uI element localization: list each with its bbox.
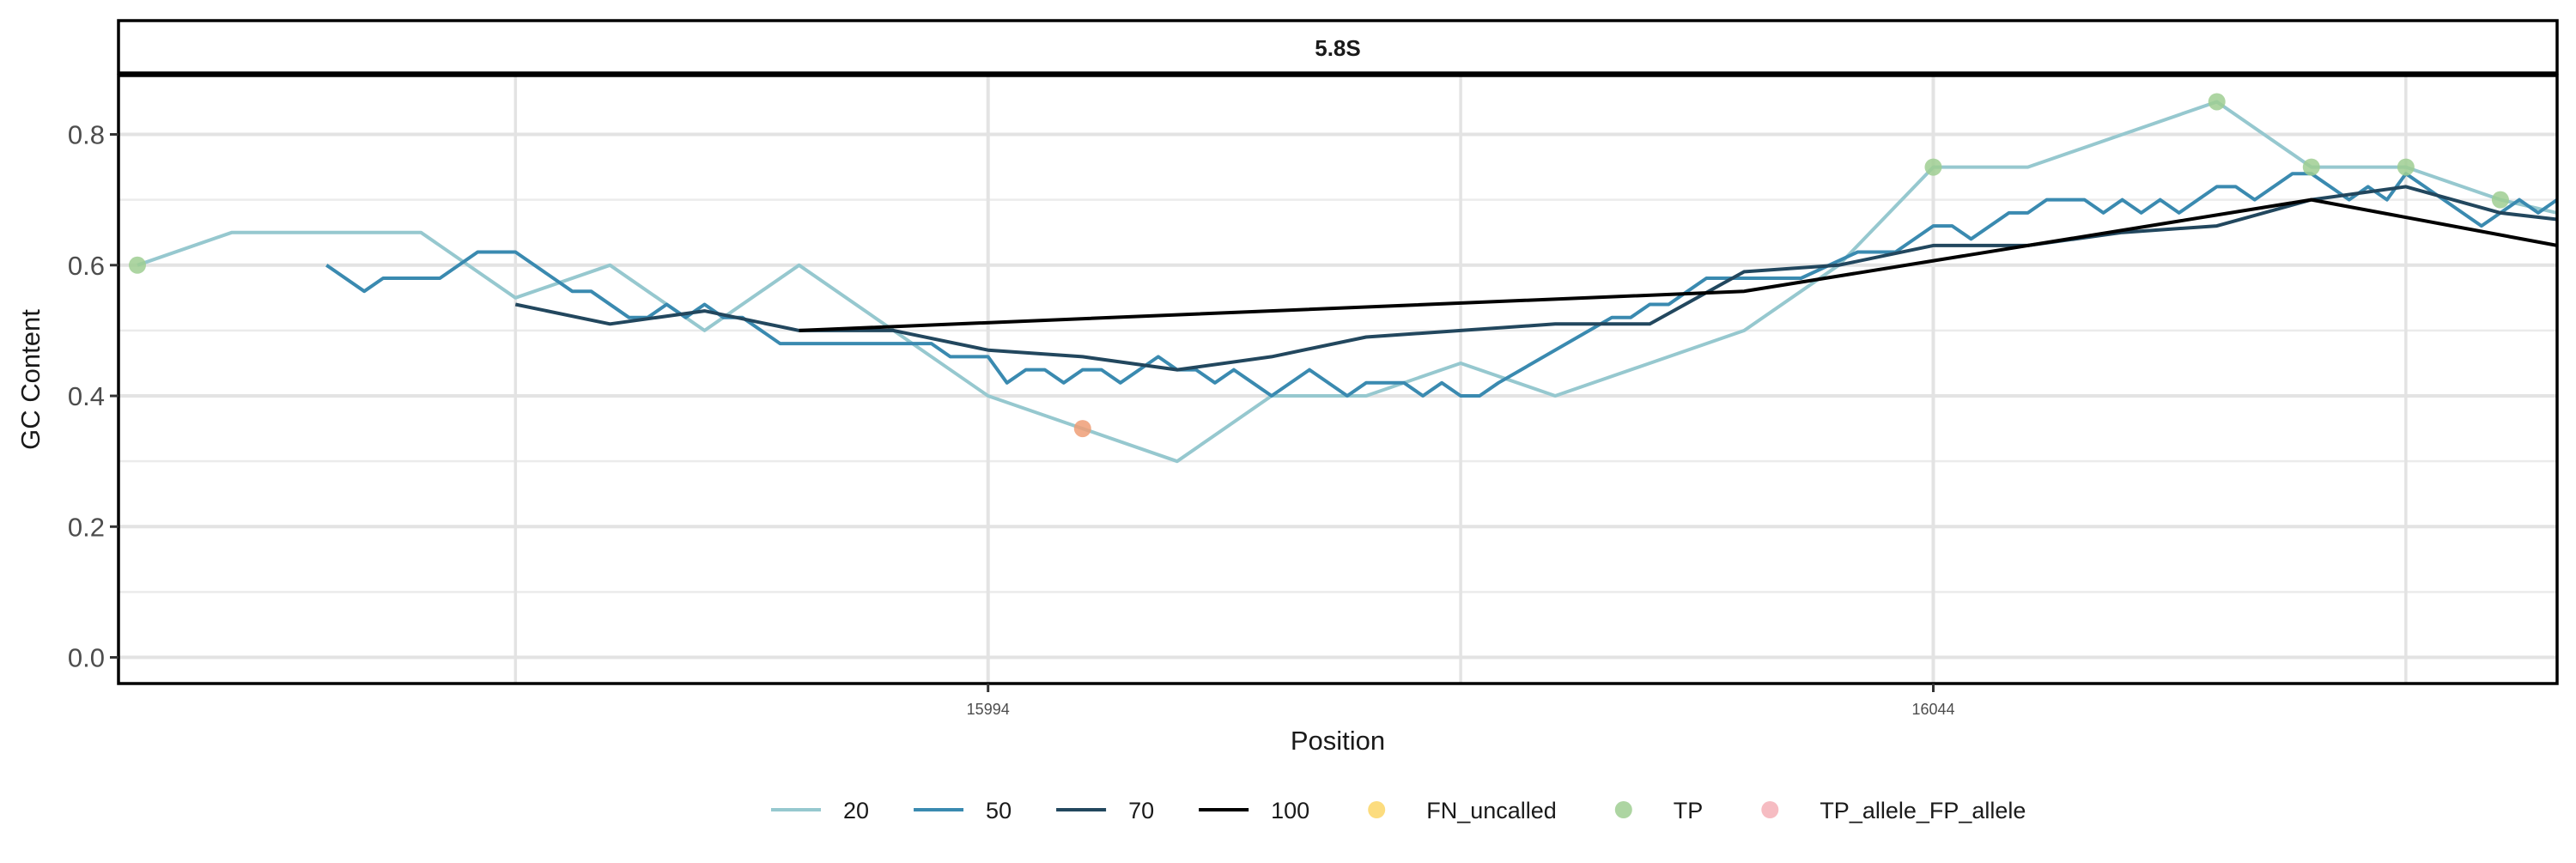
legend-item-70: 70 (1056, 798, 1154, 823)
x-tick-label: 15994 (967, 701, 1010, 718)
y-tick-label: 0.4 (68, 381, 105, 411)
y-tick-label: 0.8 (68, 120, 105, 150)
series-line-70 (514, 185, 2558, 372)
legend-label: 20 (843, 798, 869, 823)
legend-item-20: 20 (771, 798, 869, 823)
x-axis-title: Position (1291, 726, 1385, 756)
legend-label: 100 (1271, 798, 1309, 823)
legend-key-point (1761, 801, 1779, 818)
legend-item-FN_uncalled: FN_uncalled (1368, 798, 1557, 823)
point-TP (129, 256, 147, 274)
y-axis-title: GC Content (15, 309, 46, 450)
facet-strip (117, 19, 2559, 75)
x-tick-label: 16044 (1911, 701, 1954, 718)
series-line-100 (799, 198, 2558, 332)
point-variant (1073, 420, 1091, 438)
plot-panel-border (117, 74, 2559, 685)
y-axis: 0.0 0.2 0.4 0.6 0.8 (68, 120, 118, 673)
y-tick-label: 0.0 (68, 643, 105, 673)
y-tick-label: 0.2 (68, 512, 105, 542)
legend-label: TP_allele_FP_allele (1820, 798, 2026, 823)
points-layer (129, 93, 2509, 438)
x-axis: 15994 16044 (967, 684, 1955, 718)
point-TP (2491, 191, 2509, 209)
y-tick-label: 0.6 (68, 251, 105, 281)
legend-item-100: 100 (1199, 798, 1309, 823)
legend-key-point (1368, 801, 1386, 818)
point-TP (1924, 158, 1942, 176)
legend: 20 50 70 100 FN_uncalled TP TP_allele_FP_allel… (771, 798, 2026, 823)
legend-item-50: 50 (914, 798, 1012, 823)
legend-label: TP (1674, 798, 1704, 823)
facet-label: 5.8S (1315, 35, 1361, 61)
series-layer (137, 100, 2559, 464)
point-TP (2397, 158, 2415, 176)
legend-label: 50 (986, 798, 1012, 823)
point-TP (2302, 158, 2320, 176)
legend-item-TP: TP (1614, 798, 1704, 823)
plot-panel-background (118, 76, 2557, 684)
legend-key-point (1614, 801, 1632, 818)
legend-item-TP_allele_FP_allele: TP_allele_FP_allele (1761, 798, 2026, 823)
legend-label: FN_uncalled (1426, 798, 1557, 823)
point-TP (2208, 93, 2226, 111)
legend-label: 70 (1128, 798, 1154, 823)
